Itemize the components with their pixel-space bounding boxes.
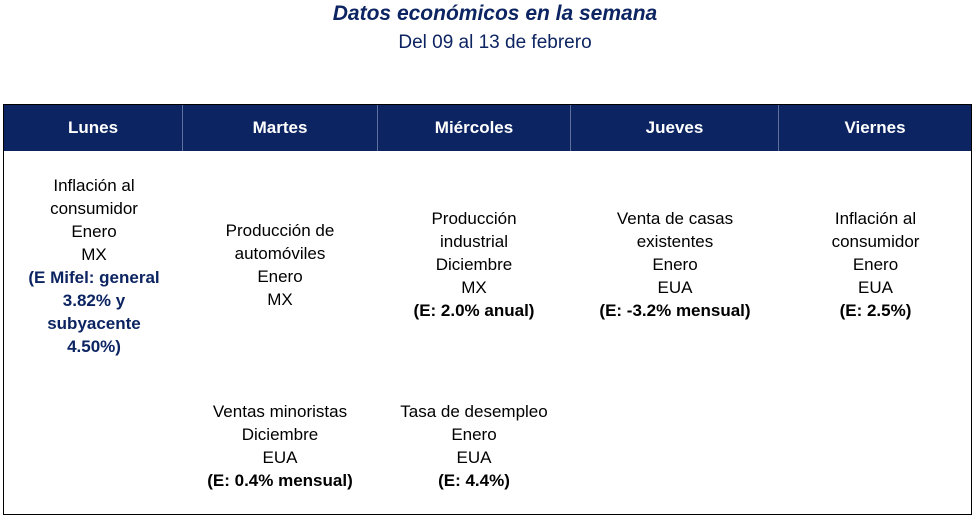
event-period: Enero — [652, 255, 698, 274]
event-estimate: (E: 0.4% mensual) — [207, 471, 353, 490]
header-miercoles: Miércoles — [434, 118, 514, 137]
event-country: MX — [267, 290, 293, 309]
event-name: Tasa de desempleo — [400, 402, 548, 421]
header-divider — [182, 105, 183, 151]
event-period: Diciembre — [435, 255, 513, 274]
event-name: Inflación al — [53, 176, 135, 195]
header-lunes: Lunes — [67, 118, 119, 137]
event-name: Venta de casas — [616, 209, 734, 228]
event-period: Enero — [71, 222, 117, 241]
event-period: Diciembre — [241, 425, 319, 444]
event-viernes-inflacion: Inflación al consumidor Enero EUA (E: 2.… — [779, 207, 972, 322]
page-title: Datos económicos en la semana — [332, 2, 658, 25]
header-divider — [778, 105, 779, 151]
event-miercoles-desempleo: Tasa de desempleo Enero EUA (E: 4.4%) — [377, 400, 571, 492]
event-estimate: 3.82% y — [62, 291, 126, 310]
event-lunes-inflacion: Inflación al consumidor Enero MX (E Mife… — [4, 174, 184, 358]
event-estimate: 4.50%) — [67, 337, 121, 356]
event-name: existentes — [636, 232, 714, 251]
event-name: consumidor — [831, 232, 920, 251]
page-subtitle: Del 09 al 13 de febrero — [398, 32, 592, 53]
event-name: automóviles — [234, 244, 326, 263]
event-country: EUA — [262, 448, 298, 467]
event-country: MX — [81, 245, 107, 264]
event-estimate: (E Mifel: general — [28, 268, 160, 287]
event-name: Producción de — [225, 221, 335, 240]
event-country: EUA — [456, 448, 492, 467]
header-divider — [570, 105, 571, 151]
event-name: Ventas minoristas — [212, 402, 348, 421]
event-martes-ventas-minoristas: Ventas minoristas Diciembre EUA (E: 0.4%… — [183, 400, 377, 492]
event-period: Enero — [257, 267, 303, 286]
event-estimate: (E: 2.5%) — [839, 301, 912, 320]
header-martes: Martes — [252, 118, 308, 137]
event-country: EUA — [657, 278, 693, 297]
event-period: Enero — [852, 255, 899, 274]
table-header: Lunes Martes Miércoles Jueves Viernes — [4, 105, 971, 151]
header-jueves: Jueves — [645, 118, 704, 137]
event-country: EUA — [858, 278, 893, 297]
event-estimate: (E: 2.0% anual) — [413, 301, 535, 320]
event-estimate: (E: -3.2% mensual) — [599, 301, 751, 320]
event-period: Enero — [451, 425, 497, 444]
calendar-table — [3, 104, 972, 515]
event-name: consumidor — [50, 199, 138, 218]
event-martes-automoviles: Producción de automóviles Enero MX — [183, 219, 377, 311]
event-jueves-casas: Venta de casas existentes Enero EUA (E: … — [571, 207, 779, 322]
event-estimate: subyacente — [47, 314, 141, 333]
event-name: industrial — [439, 232, 509, 251]
header-viernes: Viernes — [844, 118, 906, 137]
header-divider — [377, 105, 378, 151]
event-miercoles-produccion: Producción industrial Diciembre MX (E: 2… — [377, 207, 571, 322]
event-name: Producción — [431, 209, 517, 228]
event-name: Inflación al — [834, 209, 917, 228]
event-country: MX — [461, 278, 487, 297]
event-estimate: (E: 4.4%) — [438, 471, 510, 490]
